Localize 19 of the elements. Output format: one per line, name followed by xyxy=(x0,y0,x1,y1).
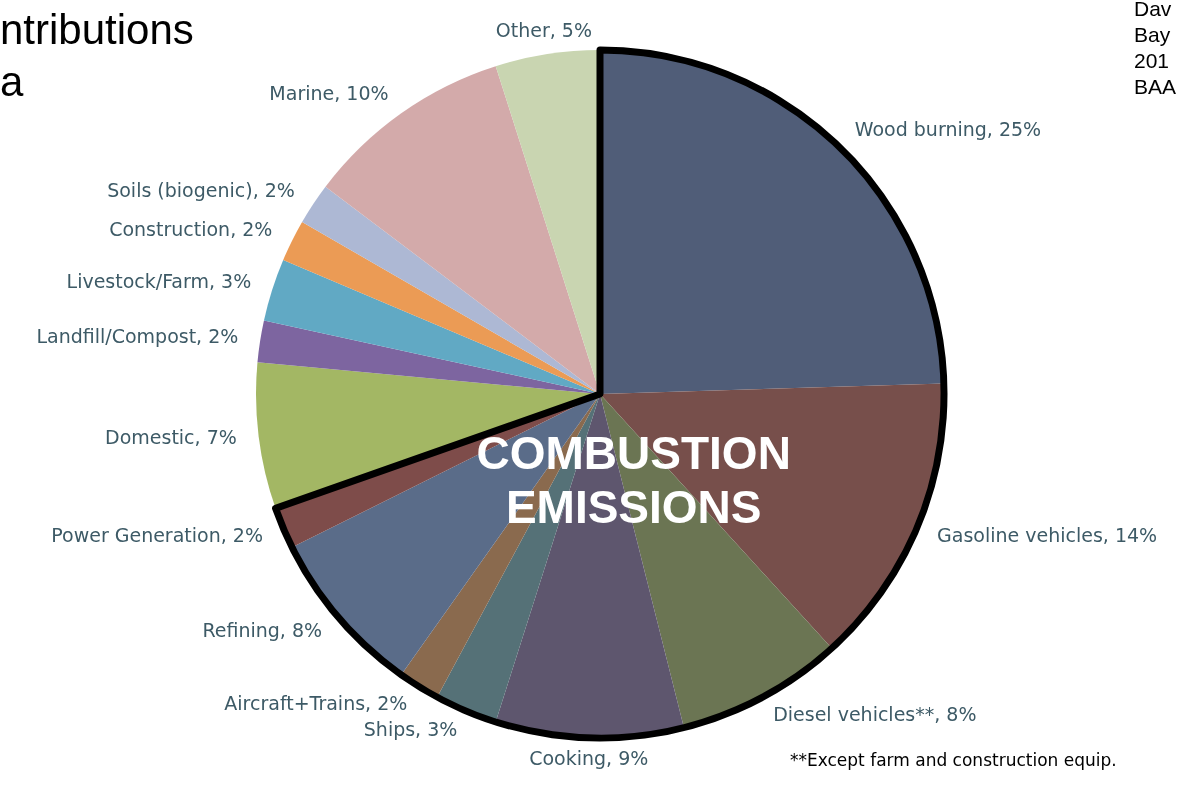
slice-label: Ships, 3% xyxy=(363,717,458,740)
slice-label: Landfill/Compost, 2% xyxy=(36,324,239,347)
text: COMBUSTION EMISSIONS xyxy=(476,427,791,534)
slice-label: Aircraft+Trains, 2% xyxy=(224,692,408,715)
slice-label: Diesel vehicles**, 8% xyxy=(773,703,977,726)
slice-label: Refining, 8% xyxy=(202,619,323,642)
slice-label: Livestock/Farm, 3% xyxy=(66,269,252,292)
slice-label: Soils (biogenic), 2% xyxy=(107,178,295,201)
slice-label: Other, 5% xyxy=(495,19,592,42)
slice-label: Gasoline vehicles, 14% xyxy=(937,523,1158,546)
text: **Except farm and construction equip. xyxy=(790,750,1117,770)
slice-label: Cooking, 9% xyxy=(529,746,649,769)
text: Dav Bay 201 BAA xyxy=(1134,0,1177,100)
slice-label: Power Generation, 2% xyxy=(51,523,263,546)
slice-label: Marine, 10% xyxy=(269,82,389,105)
slice-label: Construction, 2% xyxy=(109,217,273,240)
chart-title: ntributions a xyxy=(0,5,194,107)
slice-label: Wood burning, 25% xyxy=(854,118,1042,141)
slice-label: Domestic, 7% xyxy=(105,425,237,448)
